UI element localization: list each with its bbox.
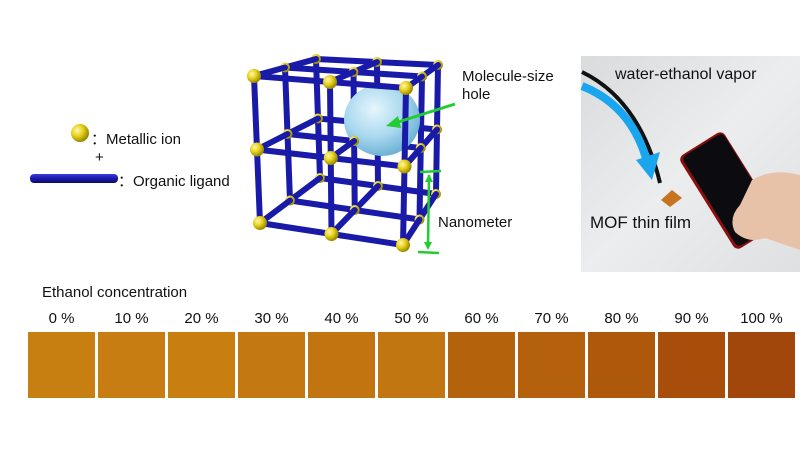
color-swatch (378, 332, 445, 398)
ligand-rod (433, 126, 440, 197)
ligand-rod (284, 115, 321, 137)
demo-photo (580, 56, 800, 272)
metallic-ion-icon (71, 124, 89, 142)
ligand-rod (257, 220, 335, 237)
color-swatch (308, 332, 375, 398)
metal-ion-node (250, 142, 264, 157)
plus-sign: + (95, 149, 104, 166)
concentration-label: 30 % (254, 310, 289, 327)
concentration-label: 70 % (534, 310, 569, 327)
metal-ion-node (253, 216, 267, 230)
ligand-rod (282, 56, 319, 71)
ligand-rod (401, 85, 409, 170)
ligand-rod (417, 73, 425, 151)
concentration-label: 10 % (114, 310, 149, 327)
ligand-rod (284, 131, 358, 144)
vapor-flow-arrow (580, 82, 650, 160)
color-swatch (588, 332, 655, 398)
nanometer-label: Nanometer (438, 214, 513, 231)
ligand-rod (327, 155, 408, 170)
ligand-rod (251, 73, 333, 85)
mof-framework-cube (247, 54, 443, 252)
organic-ligand-icon (30, 174, 118, 183)
ligand-rod (434, 62, 441, 133)
concentration-title: Ethanol concentration (42, 284, 188, 301)
organic-ligand-label: ：Organic ligand (118, 173, 230, 190)
color-swatch (658, 332, 725, 398)
concentration-label: 90 % (674, 310, 709, 327)
concentration-label: 100 % (740, 310, 783, 327)
hand (732, 172, 800, 250)
color-swatch (728, 332, 795, 398)
arrow-head-icon (636, 152, 660, 180)
ligand-rod (284, 131, 293, 204)
vapor-label: water-ethanol vapor (615, 66, 757, 83)
metal-ion-node (396, 238, 410, 252)
molecule-size-hole (344, 84, 420, 156)
ligand-rod (400, 163, 408, 248)
metal-ion-node (397, 159, 412, 174)
mof-film-sample (661, 190, 682, 207)
film-label: MOF thin film (590, 213, 692, 232)
ligand-rod (327, 155, 335, 237)
ligand-rod (251, 73, 260, 153)
color-swatch (98, 332, 165, 398)
color-swatch-row (28, 332, 795, 398)
ligand-rod (287, 197, 358, 213)
metal-ion-node (323, 151, 338, 165)
ligand-rod (315, 115, 323, 181)
concentration-label: 80 % (604, 310, 639, 327)
color-swatch (518, 332, 585, 398)
metal-ion-node (323, 75, 337, 89)
concentration-label: 50 % (394, 310, 429, 327)
hole-label-line2: hole (462, 86, 491, 103)
ligand-rod (254, 146, 263, 226)
ligand-rod (282, 64, 357, 75)
color-swatch (448, 332, 515, 398)
metal-ion-node (247, 69, 261, 83)
ligand-rod (313, 56, 380, 65)
metallic-ion-label: ：Metallic ion (91, 131, 182, 148)
ligand-rod (351, 138, 358, 213)
concentration-label: 40 % (324, 310, 359, 327)
metal-ion-node (399, 81, 413, 95)
hole-label-line1: Molecule-size (462, 68, 554, 85)
concentration-label: 20 % (184, 310, 219, 327)
color-swatch (28, 332, 95, 398)
metal-ion-node (324, 227, 339, 241)
ligand-rod (416, 145, 424, 223)
ligand-rod (351, 207, 423, 223)
color-swatch (168, 332, 235, 398)
ligand-rod (327, 79, 334, 161)
color-swatch (238, 332, 305, 398)
ligand-rod (350, 69, 425, 80)
hole-pointer-arrow (386, 102, 456, 128)
concentration-label: 0 % (48, 310, 75, 327)
nanometer-scale-bar (417, 169, 442, 255)
ligand-rod (254, 146, 334, 161)
ligand-rod (287, 175, 323, 204)
ligand-rod (328, 231, 406, 248)
ligand-rod (374, 59, 441, 68)
ligand-rod (327, 79, 409, 91)
ligand-rod (351, 183, 381, 213)
concentration-label: 60 % (464, 310, 499, 327)
